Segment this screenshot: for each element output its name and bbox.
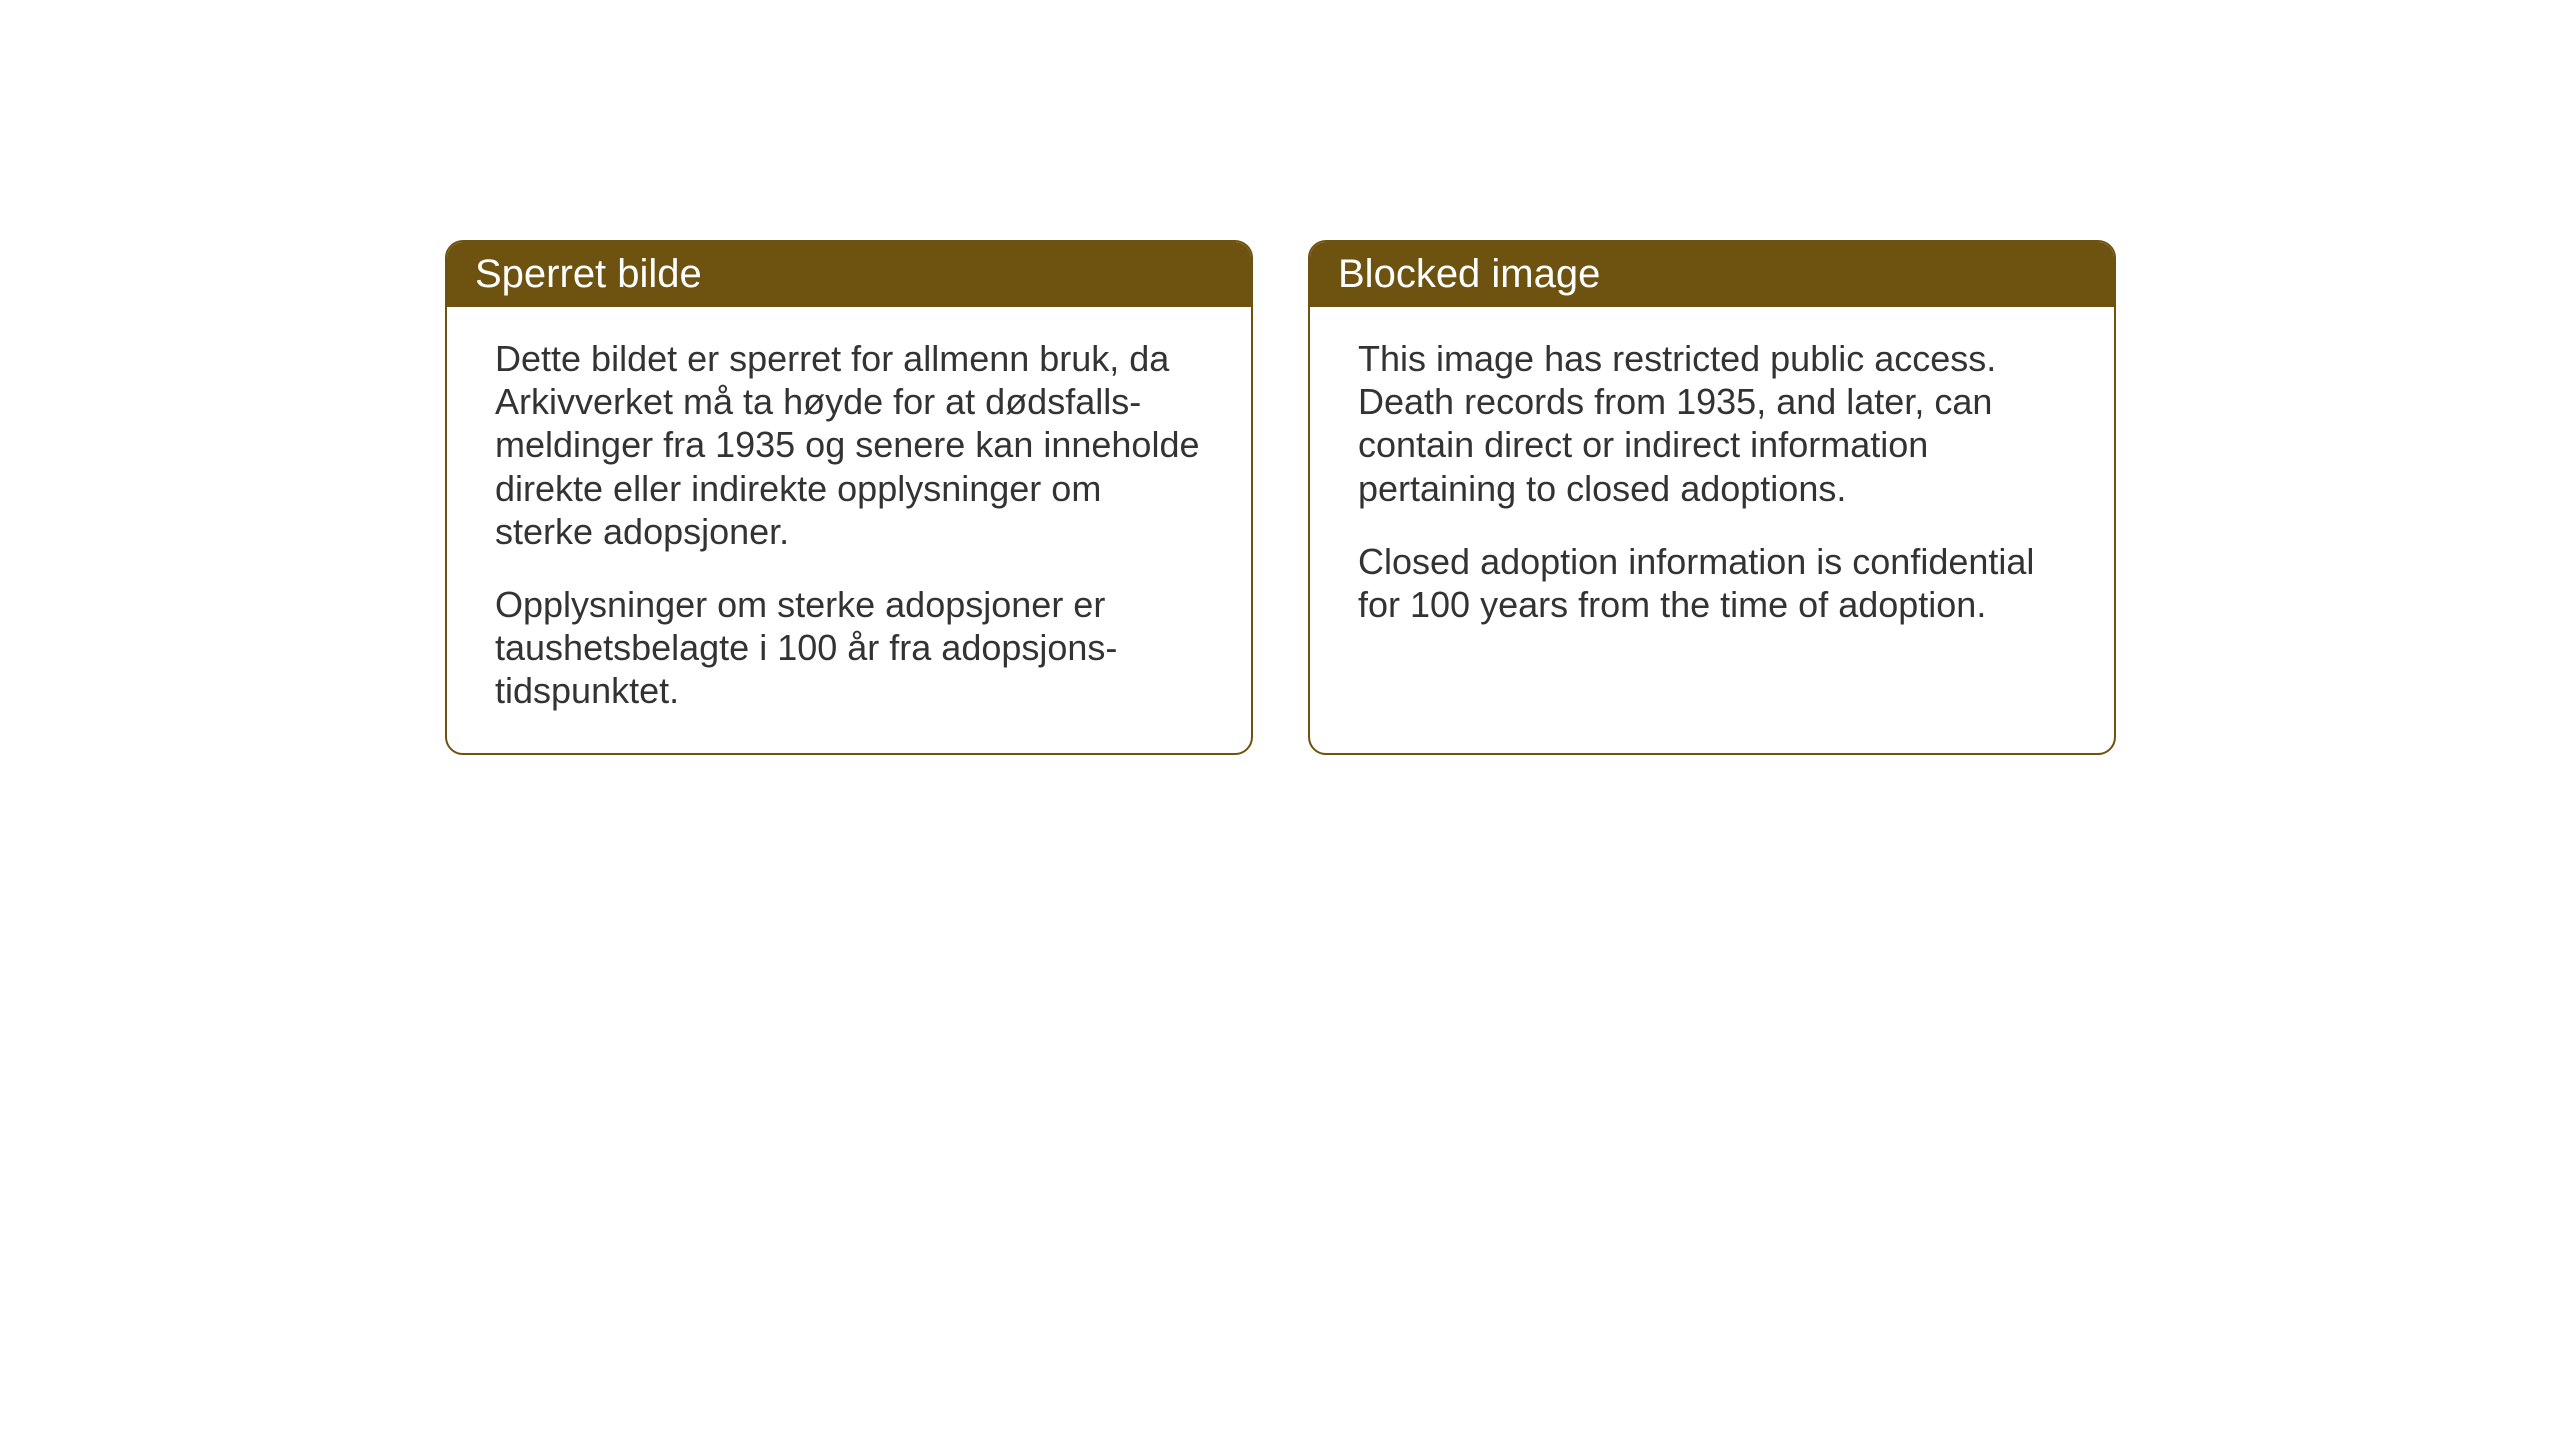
norwegian-card: Sperret bilde Dette bildet er sperret fo…: [445, 240, 1253, 755]
norwegian-card-header: Sperret bilde: [447, 242, 1251, 307]
english-card-header: Blocked image: [1310, 242, 2114, 307]
norwegian-title: Sperret bilde: [475, 252, 702, 296]
english-paragraph-1: This image has restricted public access.…: [1358, 337, 2066, 510]
english-card: Blocked image This image has restricted …: [1308, 240, 2116, 755]
notice-container: Sperret bilde Dette bildet er sperret fo…: [445, 240, 2116, 755]
english-title: Blocked image: [1338, 252, 1600, 296]
norwegian-paragraph-2: Opplysninger om sterke adopsjoner er tau…: [495, 583, 1203, 713]
norwegian-paragraph-1: Dette bildet er sperret for allmenn bruk…: [495, 337, 1203, 553]
english-paragraph-2: Closed adoption information is confident…: [1358, 540, 2066, 626]
norwegian-card-body: Dette bildet er sperret for allmenn bruk…: [447, 307, 1251, 753]
english-card-body: This image has restricted public access.…: [1310, 307, 2114, 666]
